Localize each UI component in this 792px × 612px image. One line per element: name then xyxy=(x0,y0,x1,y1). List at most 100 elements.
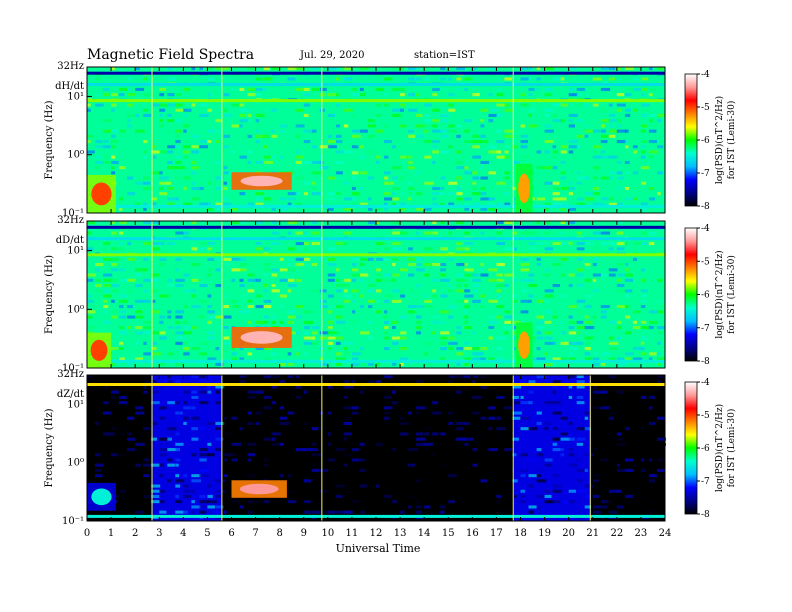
colorbar-tick-label: -5 xyxy=(701,103,710,113)
spectrogram-cell xyxy=(456,395,464,399)
spectrogram-cell xyxy=(255,437,264,441)
spectrogram-cell xyxy=(287,67,297,71)
spectrogram-cell xyxy=(496,155,506,159)
spectrogram-cell xyxy=(167,145,176,149)
spectrogram-cell xyxy=(488,427,493,431)
spectrogram-cell xyxy=(247,380,254,384)
spectrogram-cell xyxy=(303,103,311,107)
spectrogram-cell xyxy=(440,448,444,452)
spectrogram-cell xyxy=(496,242,505,246)
colorbar-tick-label: -6 xyxy=(701,444,710,454)
spectrogram-cell xyxy=(528,87,535,91)
spectrogram-cell xyxy=(464,299,469,303)
spectrogram-cell xyxy=(223,166,228,170)
spectrogram-cell xyxy=(624,427,630,431)
spectrogram-cell xyxy=(392,484,397,488)
spectrogram-cell xyxy=(215,347,220,351)
spectrogram-cell xyxy=(472,427,482,431)
spectrogram-cell xyxy=(384,411,391,415)
spectrogram-cell xyxy=(159,437,169,441)
spectrogram-cell xyxy=(319,362,328,366)
spectrogram-cell xyxy=(456,160,463,164)
spectrogram-cell xyxy=(127,119,131,123)
spectrogram-cell xyxy=(103,155,109,159)
spectrogram-cell xyxy=(440,202,444,206)
spectrogram-cell xyxy=(199,103,208,107)
spectrogram-cell xyxy=(247,289,255,293)
spectrogram-cell xyxy=(215,390,220,394)
spectrogram-cell xyxy=(512,347,517,351)
spectrogram-cell xyxy=(191,150,199,154)
spectrogram-cell xyxy=(295,500,304,504)
spectrogram-cell xyxy=(263,284,269,288)
spectrogram-cell xyxy=(343,458,353,462)
spectrogram-cell xyxy=(159,463,164,467)
event-core xyxy=(518,331,531,359)
spectrogram-cell xyxy=(592,192,600,196)
spectrogram-cell xyxy=(215,510,219,514)
spectrogram-cell xyxy=(392,401,398,405)
spectrogram-cell xyxy=(151,352,161,356)
spectrogram-cell xyxy=(247,505,253,509)
spectrogram-cell xyxy=(528,113,532,117)
spectrogram-cell xyxy=(512,432,518,436)
y-axis-label: Frequency (Hz) xyxy=(44,100,55,179)
spectrogram-cell xyxy=(255,124,261,128)
spectrogram-cell xyxy=(311,463,316,467)
spectrogram-cell xyxy=(215,315,225,319)
spectrogram-cell xyxy=(87,463,91,467)
spectrogram-cell xyxy=(295,67,305,71)
spectrogram-cell xyxy=(223,336,230,340)
spectrogram-cell xyxy=(400,380,409,384)
spectrogram-cell xyxy=(175,432,180,436)
spectrogram-cell xyxy=(111,406,119,410)
spectrogram-cell xyxy=(544,257,555,261)
spectrogram-cell xyxy=(368,207,373,211)
spectrogram-cell xyxy=(159,385,164,389)
spectrogram-cell xyxy=(640,278,645,282)
spectrogram-cell xyxy=(295,448,305,452)
spectrogram-cell xyxy=(247,113,252,117)
spectrogram-cell xyxy=(432,87,440,91)
spectrogram-cell xyxy=(376,484,380,488)
spectrogram-cell xyxy=(175,341,183,345)
spectrogram-cell xyxy=(544,401,554,405)
spectrogram-cell xyxy=(327,510,336,514)
spectrogram-cell xyxy=(528,108,536,112)
spectrogram-cell xyxy=(271,442,281,446)
spectrogram-cell xyxy=(624,171,630,175)
spectrogram-cell xyxy=(624,463,629,467)
spectrogram-cell xyxy=(159,395,166,399)
spectrogram-cell xyxy=(295,155,305,159)
spectrogram-cell xyxy=(319,93,327,97)
spectrogram-cell xyxy=(536,242,543,246)
spectrogram-cell xyxy=(311,437,320,441)
spectrogram-cell xyxy=(231,221,241,225)
spectrogram-cell xyxy=(456,247,464,251)
spectrogram-cell xyxy=(608,247,614,251)
spectrogram-cell xyxy=(648,357,653,361)
spectrogram-cell xyxy=(392,427,400,431)
spectrogram-cell xyxy=(640,468,646,472)
spectrogram-cell xyxy=(279,380,286,384)
spectrogram-cell xyxy=(335,67,340,71)
spectrogram-cell xyxy=(183,231,190,235)
spectrogram-cell xyxy=(432,186,440,190)
spectrogram-cell xyxy=(648,395,656,399)
spectrogram-cell xyxy=(424,181,434,185)
spectrogram-cell xyxy=(376,494,384,498)
spectrogram-cell xyxy=(648,129,657,133)
spectrogram-cell xyxy=(223,411,232,415)
spectrogram-cell xyxy=(343,448,348,452)
spectrogram-cell xyxy=(408,197,412,201)
spectrogram-cell xyxy=(592,510,601,514)
spectrogram-cell xyxy=(440,463,446,467)
spectrogram-cell xyxy=(488,197,495,201)
spectrogram-cell xyxy=(600,176,610,180)
spectrogram-cell xyxy=(159,124,164,128)
spectrogram-cell xyxy=(295,278,302,282)
spectrogram-cell xyxy=(167,186,175,190)
spectrogram-cell xyxy=(488,421,496,425)
spectrogram-cell xyxy=(199,421,209,425)
spectrogram-cell xyxy=(215,129,224,133)
